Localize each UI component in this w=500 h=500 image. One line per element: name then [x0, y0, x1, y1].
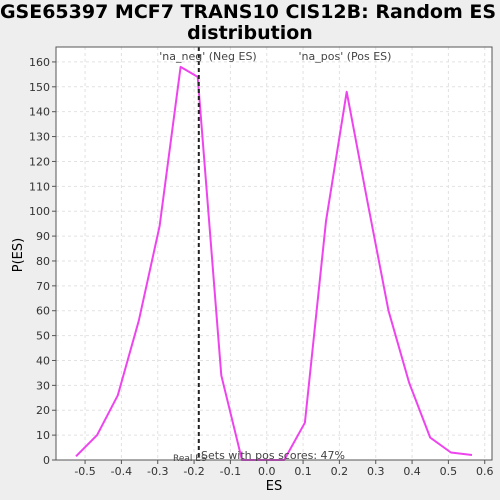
y-tick-label: 70: [36, 280, 50, 293]
x-tick-label: -0.1: [220, 465, 241, 478]
y-tick-label: 110: [29, 180, 50, 193]
y-tick-label: 20: [36, 404, 50, 417]
y-tick-label: 80: [36, 255, 50, 268]
x-tick-label: 0.0: [258, 465, 276, 478]
y-tick-label: 140: [29, 106, 50, 119]
x-tick-label: 0.2: [331, 465, 349, 478]
axis-ticks: -0.5 -0.4 -0.3 -0.2 -0.1 0.0 0.1 0.2 0.3 0.4 0.5 0.…: [29, 56, 493, 478]
y-axis-label: P(ES): [11, 238, 26, 272]
y-tick-label: 120: [29, 155, 50, 168]
y-tick-label: 90: [36, 230, 50, 243]
x-tick-label: 0.4: [403, 465, 421, 478]
real-es-label: Real ES: [173, 454, 207, 464]
pos-scores-note: Sets with pos scores: 47%: [201, 449, 345, 462]
grid-lines: [56, 47, 492, 461]
plot-frame: [55, 46, 493, 461]
x-tick-label: -0.5: [74, 465, 95, 478]
x-tick-label: -0.2: [183, 465, 204, 478]
x-axis-label: ES: [266, 479, 282, 494]
y-tick-label: 40: [36, 354, 50, 367]
y-tick-label: 10: [36, 429, 50, 442]
plot-area: [56, 47, 492, 460]
x-tick-label: 0.1: [294, 465, 312, 478]
x-tick-label: 0.3: [367, 465, 385, 478]
y-tick-label: 160: [29, 56, 50, 69]
y-tick-label: 60: [36, 305, 50, 318]
y-tick-label: 50: [36, 330, 50, 343]
neg-es-label: 'na_neg' (Neg ES): [159, 50, 256, 63]
y-tick-label: 0: [43, 454, 50, 467]
pos-es-label: 'na_pos' (Pos ES): [299, 50, 392, 63]
y-tick-label: 130: [29, 131, 50, 144]
x-tick-label: 0.5: [440, 465, 458, 478]
y-tick-label: 100: [29, 205, 50, 218]
chart-title-line-1: GSE65397 MCF7 TRANS10 CIS12B: Random ES: [0, 1, 496, 23]
chart-title-line-2: distribution: [187, 22, 313, 44]
x-tick-label: -0.3: [147, 465, 168, 478]
x-tick-label: -0.4: [111, 465, 132, 478]
y-tick-label: 30: [36, 379, 50, 392]
x-tick-label: 0.6: [476, 465, 494, 478]
y-tick-label: 150: [29, 81, 50, 94]
